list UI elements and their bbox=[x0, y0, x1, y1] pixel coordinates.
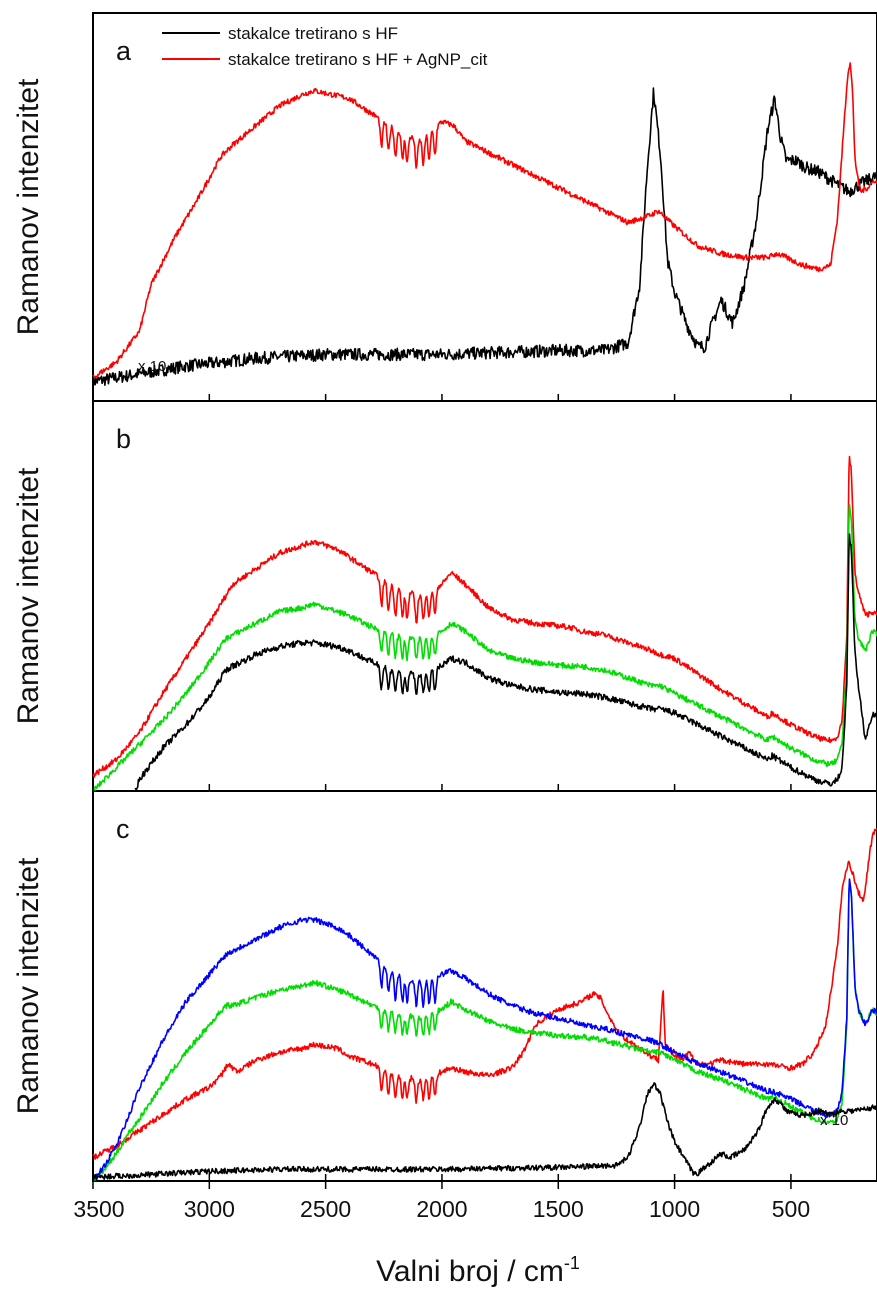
series-line-c-1 bbox=[92, 881, 877, 1181]
x-tick-label: 1500 bbox=[533, 1196, 584, 1222]
series-line-c-3 bbox=[92, 1082, 877, 1181]
legend: stakalce tretirano s HF stakalce tretira… bbox=[162, 24, 488, 69]
panel-c-frame bbox=[92, 790, 877, 1182]
x-tick-label: 3500 bbox=[73, 1196, 124, 1222]
y-axis-label-c: Ramanov intenzitet bbox=[12, 857, 45, 1114]
y-axis-label-a: Ramanov intenzitet bbox=[12, 78, 45, 335]
panel-c-plot bbox=[92, 828, 877, 1181]
series-line-b-0 bbox=[92, 455, 877, 778]
panel-a-frame bbox=[92, 12, 877, 402]
series-line-c-0 bbox=[92, 828, 877, 1160]
panel-label-b: b bbox=[116, 424, 131, 454]
legend-label-black: stakalce tretirano s HF bbox=[228, 24, 398, 43]
scale-annotation-c: x 10 bbox=[820, 1112, 848, 1129]
series-line-c-2 bbox=[92, 878, 877, 1181]
series-line-b-2 bbox=[134, 533, 877, 791]
panel-b-frame bbox=[92, 400, 877, 792]
panel-label-a: a bbox=[116, 36, 132, 66]
legend-label-red: stakalce tretirano s HF + AgNP_cit bbox=[228, 50, 488, 69]
x-tick-label: 3000 bbox=[184, 1196, 235, 1222]
series-line-a-1 bbox=[92, 62, 877, 379]
scale-annotation-a: x 10 bbox=[138, 358, 166, 375]
x-tick-label: 2000 bbox=[416, 1196, 467, 1222]
x-tick-label: 2500 bbox=[300, 1196, 351, 1222]
x-tick-label: 500 bbox=[772, 1196, 810, 1222]
panel-a-plot bbox=[92, 62, 877, 388]
panel-b-plot bbox=[92, 455, 877, 791]
series-line-b-1 bbox=[92, 503, 877, 791]
series-line-a-0 bbox=[92, 87, 877, 388]
y-axis-label-b: Ramanov intenzitet bbox=[12, 467, 45, 724]
x-tick-label: 1000 bbox=[649, 1196, 700, 1222]
x-axis-ticks: 3500 3000 2500 2000 1500 1000 500 bbox=[73, 394, 810, 1222]
panel-label-c: c bbox=[116, 814, 130, 844]
x-axis-label: Valni broj / cm-1 bbox=[376, 1253, 580, 1288]
